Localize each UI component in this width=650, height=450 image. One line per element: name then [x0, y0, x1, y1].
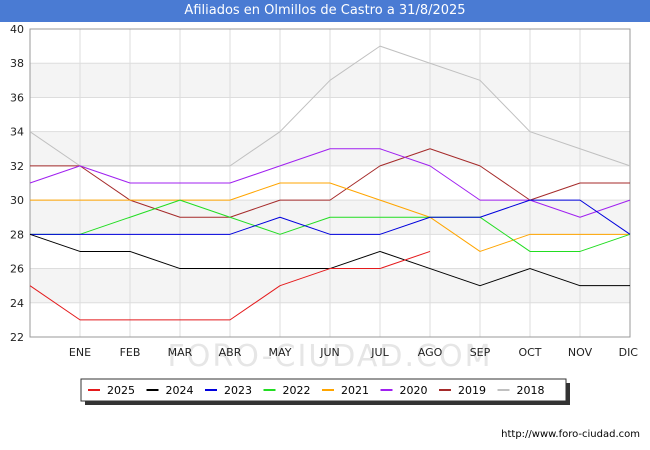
x-tick-label: JUL — [370, 346, 389, 359]
series-lines — [29, 45, 631, 321]
y-tick-label: 34 — [10, 126, 24, 139]
legend-label-2022: 2022 — [283, 384, 311, 397]
x-tick-label: FEB — [120, 346, 141, 359]
legend-label-2021: 2021 — [341, 384, 369, 397]
x-axis: ENE FEB MAR ABR MAY JUN JUL AGO SEP OCT NOV DIC — [69, 346, 638, 359]
watermark: FORO-CIUDAD.COM — [168, 339, 493, 374]
y-tick-label: 38 — [10, 57, 24, 70]
x-tick-label: DIC — [619, 346, 639, 359]
x-tick-label: MAR — [168, 346, 193, 359]
y-tick-label: 36 — [10, 91, 24, 104]
series-line-2025 — [29, 250, 431, 321]
legend: 2025 2024 2023 2022 2021 2020 2019 2018 — [80, 378, 570, 405]
series-line-2023 — [30, 199, 631, 235]
x-tick-label: OCT — [518, 346, 541, 359]
y-tick-label: 30 — [10, 194, 24, 207]
x-tick-label: JUN — [319, 346, 340, 359]
y-tick-label: 40 — [10, 23, 24, 36]
legend-label-2018: 2018 — [517, 384, 545, 397]
y-tick-label: 24 — [10, 297, 24, 310]
x-tick-label: ENE — [69, 346, 91, 359]
y-axis: 22 24 26 28 30 32 34 36 38 40 — [10, 23, 24, 344]
y-tick-label: 32 — [10, 160, 24, 173]
chart-title: Afiliados en Olmillos de Castro a 31/8/2… — [0, 0, 650, 22]
series-line-2022 — [30, 199, 631, 252]
series-line-2018 — [29, 45, 631, 167]
y-tick-label: 22 — [10, 331, 24, 344]
legend-label-2025: 2025 — [107, 384, 135, 397]
series-line-2021 — [30, 182, 630, 252]
y-tick-label: 26 — [10, 263, 24, 276]
x-tick-label: ABR — [219, 346, 242, 359]
x-tick-label: MAY — [269, 346, 292, 359]
legend-label-2023: 2023 — [224, 384, 252, 397]
source-url: http://www.foro-ciudad.com — [501, 429, 640, 440]
x-tick-label: SEP — [470, 346, 491, 359]
legend-label-2024: 2024 — [166, 384, 194, 397]
legend-label-2019: 2019 — [458, 384, 486, 397]
x-tick-label: NOV — [568, 346, 593, 359]
y-tick-label: 28 — [10, 228, 24, 241]
legend-label-2020: 2020 — [400, 384, 428, 397]
x-tick-label: AGO — [418, 346, 443, 359]
